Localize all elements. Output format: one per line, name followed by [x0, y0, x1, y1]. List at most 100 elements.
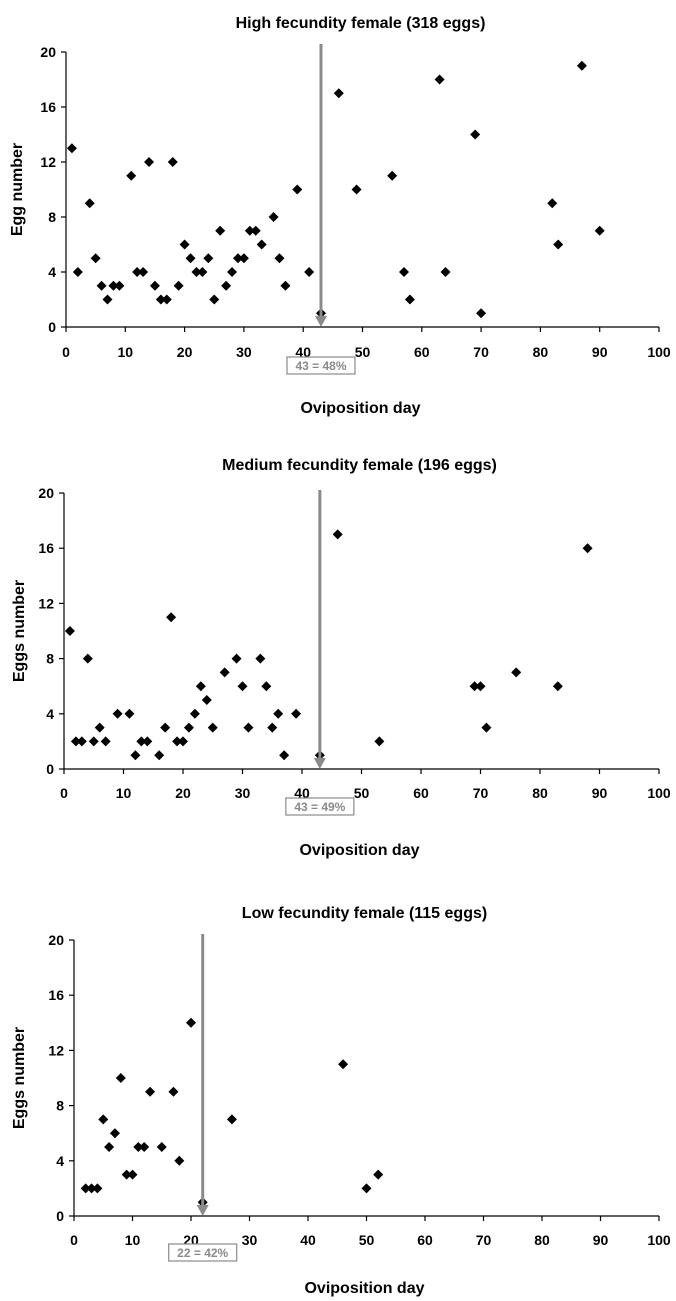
y-tick-label: 0: [48, 319, 56, 335]
data-point: [511, 667, 522, 678]
data-point: [244, 225, 255, 236]
data-point: [256, 239, 267, 250]
x-tick-label: 50: [359, 1232, 375, 1248]
x-tick-label: 70: [473, 344, 489, 360]
y-tick-label: 0: [46, 761, 54, 777]
data-point: [189, 708, 200, 719]
data-point: [387, 170, 398, 181]
data-point: [76, 736, 87, 747]
x-tick-label: 20: [177, 344, 193, 360]
annotation-box: [286, 356, 356, 375]
data-point: [261, 681, 272, 692]
x-tick-label: 40: [294, 785, 310, 801]
data-point: [183, 722, 194, 733]
x-tick-label: 90: [593, 1232, 609, 1248]
data-point: [333, 88, 344, 99]
x-tick-label: 40: [295, 344, 311, 360]
x-tick-label: 50: [355, 344, 371, 360]
data-point: [338, 1059, 349, 1070]
data-point: [144, 157, 155, 167]
data-point: [90, 253, 101, 264]
annotation-arrowhead: [314, 316, 327, 327]
data-point: [109, 1128, 120, 1139]
data-point: [80, 1183, 91, 1194]
y-tick-label: 12: [48, 1042, 64, 1058]
data-point: [88, 736, 99, 747]
y-tick-label: 4: [46, 706, 54, 722]
y-tick-label: 12: [40, 154, 56, 170]
data-point: [92, 1183, 103, 1194]
data-point: [114, 280, 125, 291]
x-tick-label: 60: [413, 785, 429, 801]
x-axis-label: Oviposition day: [300, 400, 420, 417]
y-tick-label: 20: [38, 485, 54, 501]
data-point: [186, 1017, 196, 1028]
data-point: [174, 1155, 185, 1166]
x-tick-label: 0: [60, 785, 68, 801]
data-point: [86, 1183, 97, 1194]
x-tick-label: 100: [647, 344, 671, 360]
data-point: [132, 267, 143, 277]
data-point: [70, 736, 81, 747]
data-point: [98, 1114, 109, 1125]
chart-title: High fecundity female (318 eggs): [236, 15, 486, 32]
x-tick-label: 30: [242, 1232, 258, 1248]
data-point: [215, 225, 226, 236]
data-point: [154, 750, 165, 761]
data-point: [96, 280, 107, 291]
annotation-arrowhead: [196, 1205, 209, 1216]
data-point: [475, 681, 486, 692]
data-point: [115, 1073, 126, 1083]
data-point: [582, 543, 593, 554]
data-point: [136, 736, 147, 747]
y-tick-label: 20: [48, 932, 64, 948]
data-point: [173, 280, 184, 291]
data-point: [255, 653, 266, 664]
data-point: [133, 1142, 144, 1152]
data-point: [149, 280, 160, 291]
data-point: [332, 529, 343, 540]
data-point: [292, 184, 303, 195]
y-tick-label: 4: [48, 264, 56, 280]
data-point: [469, 681, 480, 692]
data-point: [547, 198, 558, 209]
y-axis-label: Egg number: [9, 143, 26, 236]
x-tick-label: 0: [70, 1232, 78, 1248]
data-point: [351, 184, 362, 195]
x-axis-label: Oviposition day: [299, 842, 419, 859]
data-point: [209, 294, 220, 305]
x-tick-label: 100: [647, 1232, 671, 1248]
chart-title: Medium fecundity female (196 eggs): [222, 457, 497, 474]
charts-root: High fecundity female (318 eggs) 0 4 8 12 16 2…: [9, 15, 671, 1297]
data-point: [84, 198, 95, 209]
x-tick-label: 40: [300, 1232, 316, 1248]
data-point: [243, 722, 254, 733]
x-tick-label: 10: [125, 1232, 141, 1248]
data-point: [195, 681, 206, 692]
data-point: [280, 280, 291, 291]
y-tick-label: 8: [48, 209, 56, 225]
data-point: [185, 253, 196, 264]
x-axis-label: Oviposition day: [304, 1280, 424, 1297]
x-tick-label: 20: [175, 785, 191, 801]
data-point: [227, 267, 238, 277]
data-point: [178, 736, 188, 747]
data-point: [160, 722, 171, 733]
data-point: [361, 1183, 372, 1194]
y-tick-label: 12: [38, 595, 54, 611]
data-point: [576, 60, 587, 71]
data-point: [127, 1169, 138, 1180]
y-axis-label: Eggs number: [11, 580, 28, 682]
data-point: [108, 280, 119, 291]
data-point: [238, 253, 249, 264]
data-point: [207, 722, 218, 733]
data-point: [434, 74, 445, 85]
chart-panel-2: Medium fecundity female (196 eggs) 0 4 8 12 1…: [11, 457, 671, 859]
data-point: [167, 157, 178, 167]
x-tick-label: 80: [533, 344, 549, 360]
x-tick-label: 90: [592, 344, 608, 360]
data-point: [100, 736, 111, 747]
data-point: [172, 736, 183, 747]
data-point: [291, 708, 302, 719]
